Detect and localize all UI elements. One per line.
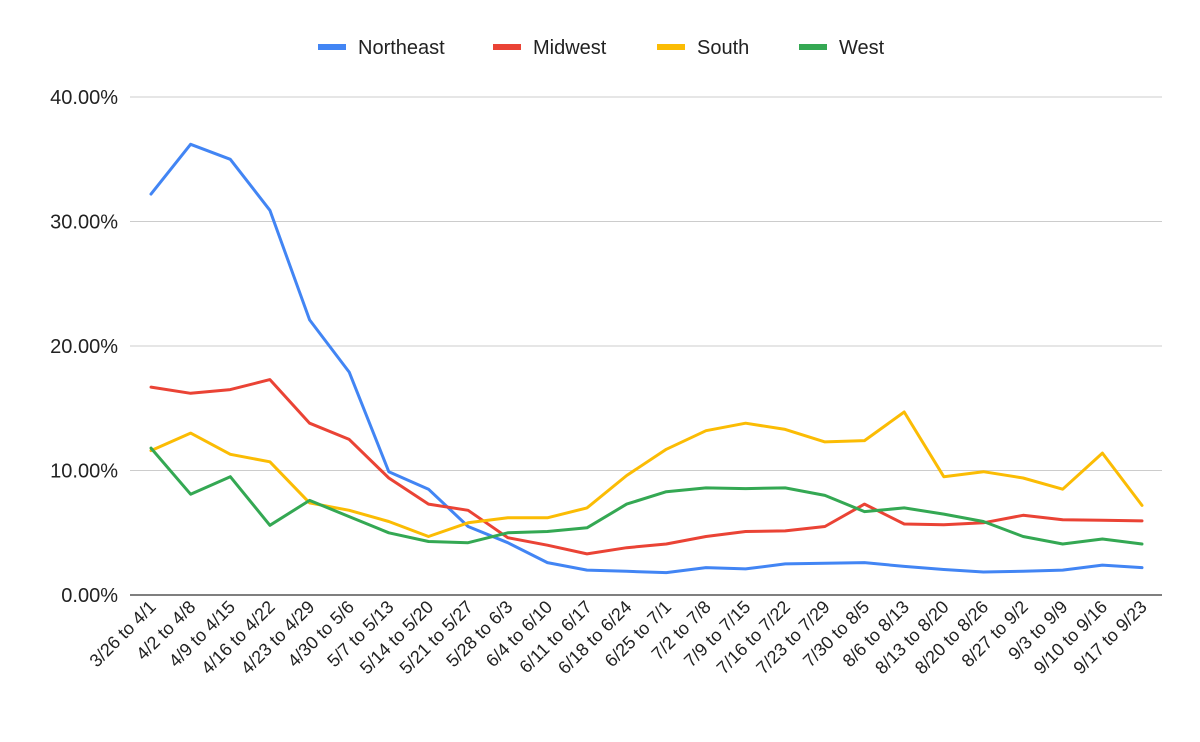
legend: Northeast Midwest South West (318, 37, 885, 59)
series-line-midwest (149, 378, 1144, 556)
y-tick-label: 0.00% (61, 585, 118, 607)
y-axis-ticks: 0.00% 10.00% 20.00% 30.00% 40.00% (50, 87, 118, 607)
x-axis-ticks: 3/26 to 4/14/2 to 4/84/9 to 4/154/16 to … (86, 597, 1151, 678)
legend-label: Midwest (533, 37, 607, 59)
series-line-south (149, 410, 1144, 538)
legend-label: West (839, 37, 885, 59)
y-tick-label: 20.00% (50, 336, 118, 358)
y-tick-label: 40.00% (50, 87, 118, 109)
y-tick-label: 10.00% (50, 461, 118, 483)
series-lines (149, 142, 1144, 575)
gridlines (130, 96, 1162, 596)
series-line-northeast (149, 142, 1144, 575)
y-tick-label: 30.00% (50, 212, 118, 234)
legend-label: South (697, 37, 749, 59)
series-line-west (149, 446, 1144, 546)
legend-label: Northeast (358, 37, 445, 59)
